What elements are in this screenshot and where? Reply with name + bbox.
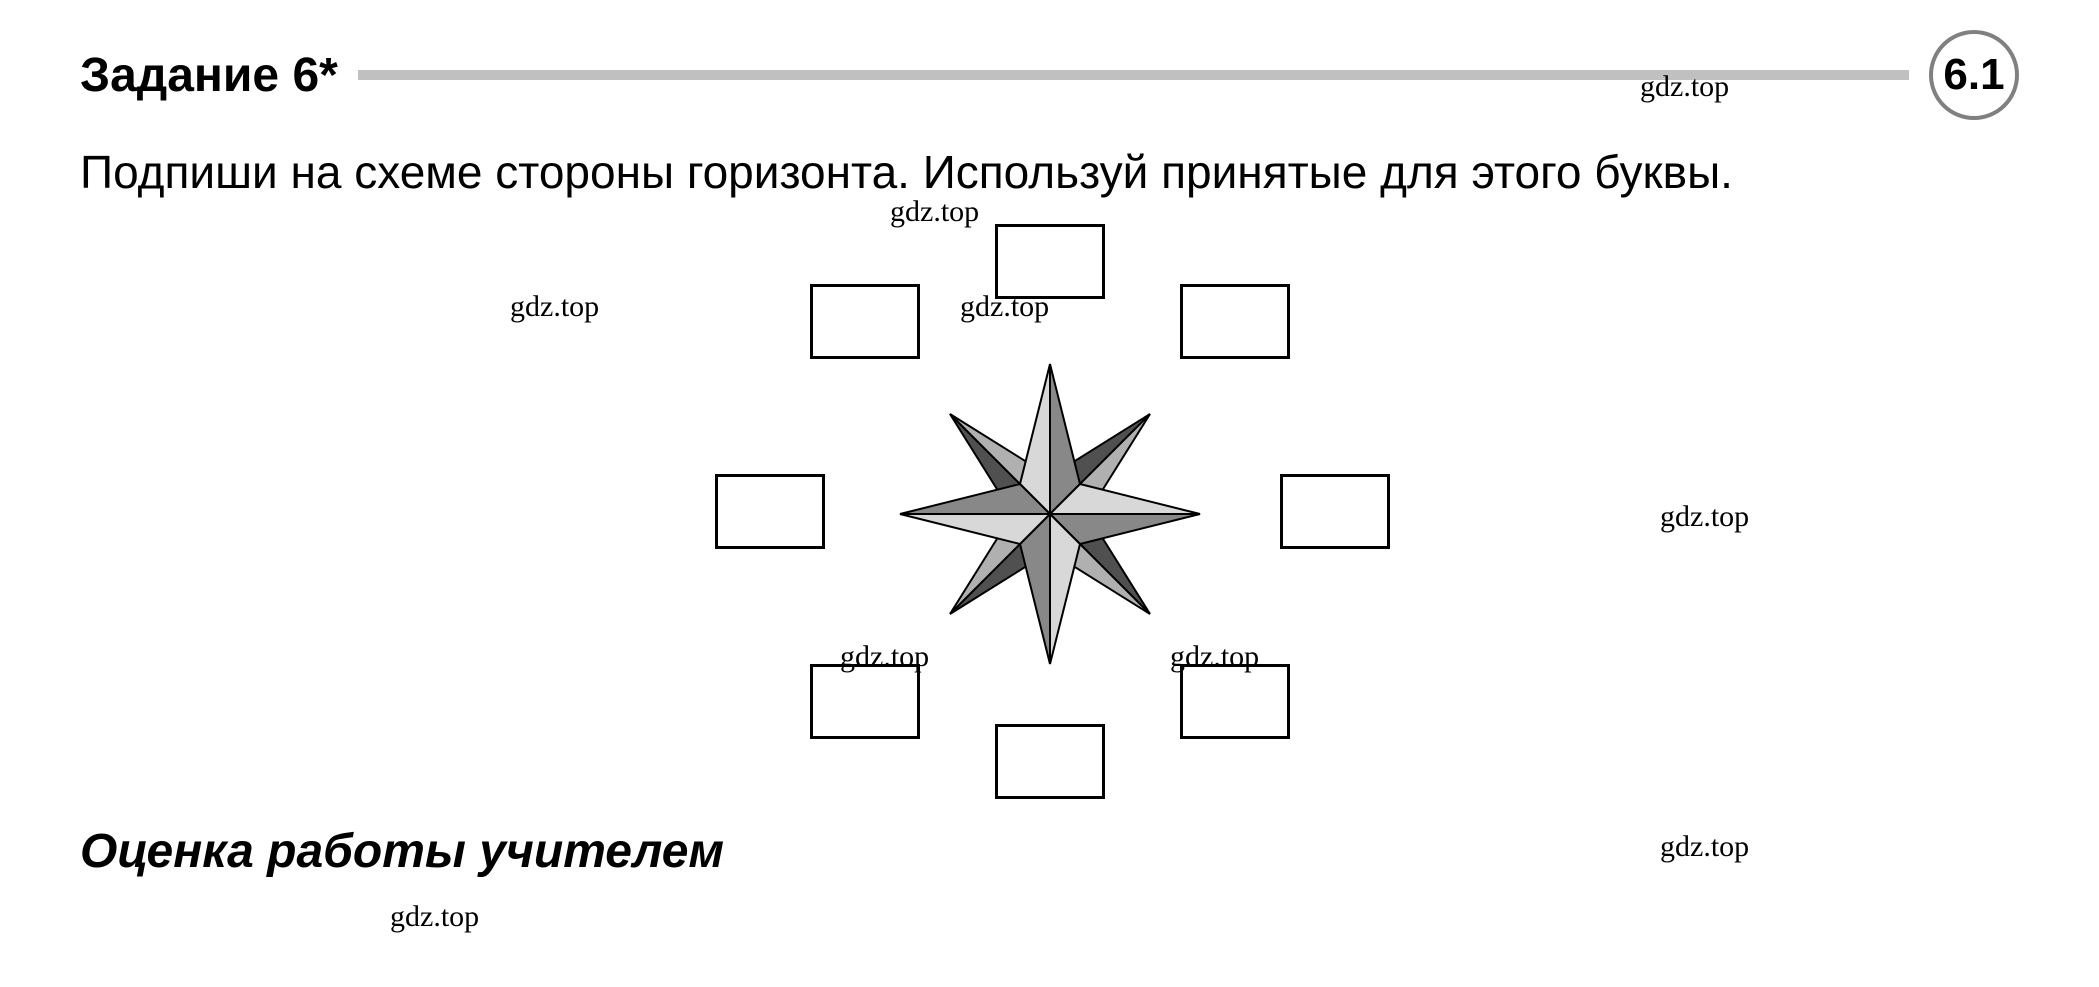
watermark-text: gdz.top bbox=[1170, 640, 1259, 674]
instruction-text: Подпиши на схеме стороны горизонта. Испо… bbox=[80, 140, 2019, 204]
direction-input-e[interactable] bbox=[1280, 474, 1390, 549]
task-title: Задание 6* bbox=[80, 48, 338, 103]
watermark-text: gdz.top bbox=[890, 195, 979, 229]
task-number: 6.1 bbox=[1943, 50, 2004, 100]
direction-input-sw[interactable] bbox=[810, 664, 920, 739]
watermark-text: gdz.top bbox=[510, 290, 599, 324]
direction-input-se[interactable] bbox=[1180, 664, 1290, 739]
direction-input-ne[interactable] bbox=[1180, 284, 1290, 359]
watermark-text: gdz.top bbox=[1660, 500, 1749, 534]
watermark-text: gdz.top bbox=[840, 640, 929, 674]
task-number-badge: 6.1 bbox=[1929, 30, 2019, 120]
direction-input-s[interactable] bbox=[995, 724, 1105, 799]
direction-input-nw[interactable] bbox=[810, 284, 920, 359]
watermark-text: gdz.top bbox=[390, 900, 479, 934]
watermark-text: gdz.top bbox=[960, 290, 1049, 324]
direction-input-w[interactable] bbox=[715, 474, 825, 549]
watermark-text: gdz.top bbox=[1660, 830, 1749, 864]
compass-rose-diagram bbox=[700, 234, 1400, 794]
watermark-text: gdz.top bbox=[1640, 70, 1729, 104]
direction-input-n[interactable] bbox=[995, 224, 1105, 299]
